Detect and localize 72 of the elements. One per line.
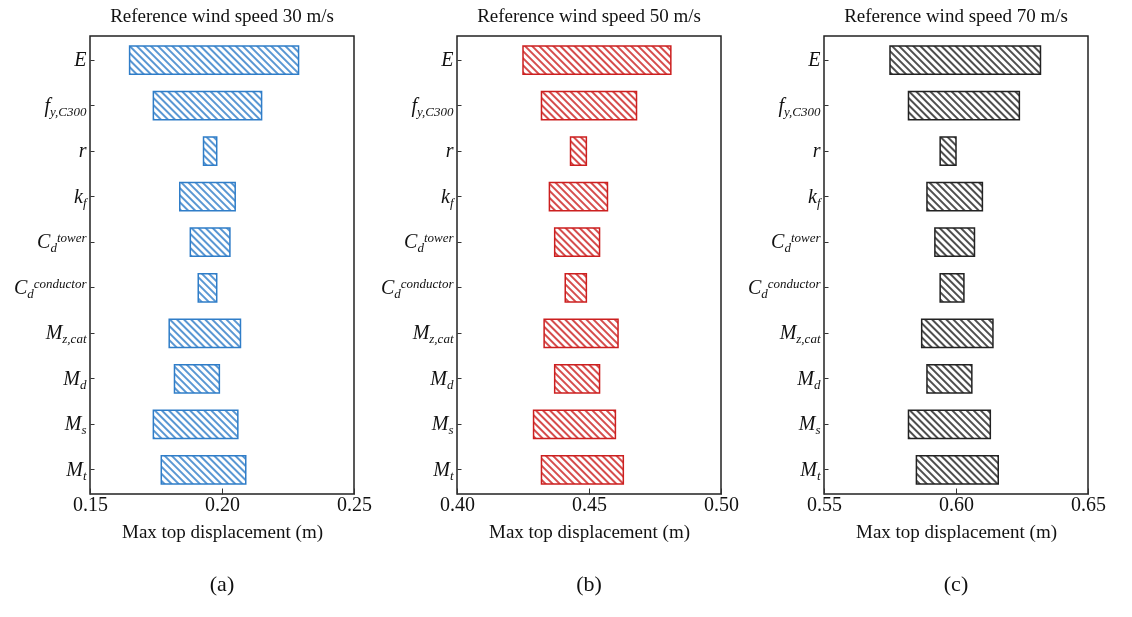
x-tick-label: 0.40 bbox=[440, 492, 475, 515]
bar bbox=[569, 136, 588, 167]
y-tick-label: M$_{z,cat}$ bbox=[778, 321, 821, 347]
bar bbox=[128, 45, 300, 75]
bar bbox=[920, 318, 994, 349]
bar bbox=[553, 363, 601, 394]
bar bbox=[152, 90, 263, 121]
y-tick-label: r bbox=[812, 139, 821, 162]
bar bbox=[934, 227, 976, 258]
text: (c) bbox=[943, 571, 969, 596]
bar bbox=[915, 455, 999, 485]
bar bbox=[152, 409, 239, 440]
x-axis-title: Max top displacement (m) bbox=[488, 520, 691, 543]
x-tick-label: 0.15 bbox=[73, 492, 108, 515]
y-tick-label: r bbox=[445, 139, 454, 162]
chart-title: Reference wind speed 30 m/s bbox=[110, 5, 334, 26]
x-tick-label: 0.50 bbox=[704, 492, 739, 515]
chart-title: Reference wind speed 50 m/s bbox=[477, 5, 701, 26]
y-tick-label: E bbox=[807, 48, 821, 71]
y-tick-label: E bbox=[440, 48, 454, 71]
y-tick-label: f$_{y,C300}$ bbox=[411, 93, 454, 119]
y-tick-label: M$_{t}$ bbox=[432, 457, 454, 483]
bar bbox=[939, 272, 965, 303]
x-axis-title: Max top displacement (m) bbox=[121, 520, 324, 543]
x-tick-label: 0.45 bbox=[572, 492, 607, 515]
bar bbox=[540, 455, 625, 485]
y-tick-label: k$_{f}$ bbox=[440, 184, 456, 210]
x-tick-label: 0.55 bbox=[807, 492, 842, 515]
y-tick-label: M$_{d}$ bbox=[62, 366, 87, 392]
y-tick-label: M$_{t}$ bbox=[799, 457, 821, 483]
x-tick-label: 0.25 bbox=[337, 492, 372, 515]
bar bbox=[532, 409, 617, 440]
y-tick-label: M$_{z,cat}$ bbox=[44, 321, 87, 347]
y-tick-label: M$_{d}$ bbox=[429, 366, 454, 392]
x-axis-title: Max top displacement (m) bbox=[855, 520, 1058, 543]
bar bbox=[926, 181, 984, 212]
y-tick-label: k$_{f}$ bbox=[807, 184, 823, 210]
y-tick-label: M$_{z,cat}$ bbox=[411, 321, 454, 347]
bar bbox=[168, 318, 242, 349]
y-tick-label: M$_{s}$ bbox=[430, 412, 454, 438]
bar bbox=[926, 363, 973, 394]
bar bbox=[160, 455, 247, 485]
y-tick-label: M$_{s}$ bbox=[797, 412, 821, 438]
y-tick-label: M$_{t}$ bbox=[65, 457, 87, 483]
y-tick-label: E bbox=[73, 48, 87, 71]
x-tick-label: 0.20 bbox=[205, 492, 240, 515]
text: (a) bbox=[209, 571, 235, 596]
y-tick-label: f$_{y,C300}$ bbox=[44, 93, 87, 119]
bar bbox=[173, 363, 221, 394]
bar bbox=[543, 318, 619, 349]
bar bbox=[907, 409, 992, 440]
x-tick-label: 0.65 bbox=[1071, 492, 1106, 515]
bar bbox=[907, 90, 1021, 121]
bar bbox=[564, 272, 588, 303]
bar bbox=[197, 272, 218, 303]
chart-title: Reference wind speed 70 m/s bbox=[844, 5, 1068, 26]
y-tick-label: k$_{f}$ bbox=[73, 184, 89, 210]
bar bbox=[540, 90, 638, 121]
y-tick-label: f$_{y,C300}$ bbox=[778, 93, 821, 119]
bar bbox=[522, 45, 672, 75]
bar bbox=[179, 181, 236, 212]
y-tick-label: r bbox=[78, 139, 87, 162]
y-tick-label: M$_{d}$ bbox=[796, 366, 821, 392]
text: (b) bbox=[576, 571, 602, 596]
bar bbox=[202, 136, 218, 167]
bar bbox=[889, 45, 1042, 75]
x-tick-label: 0.60 bbox=[939, 492, 974, 515]
y-tick-label: M$_{s}$ bbox=[63, 412, 87, 438]
bar bbox=[939, 136, 957, 167]
bar bbox=[548, 181, 609, 212]
bar bbox=[553, 227, 601, 258]
bar bbox=[189, 227, 231, 258]
